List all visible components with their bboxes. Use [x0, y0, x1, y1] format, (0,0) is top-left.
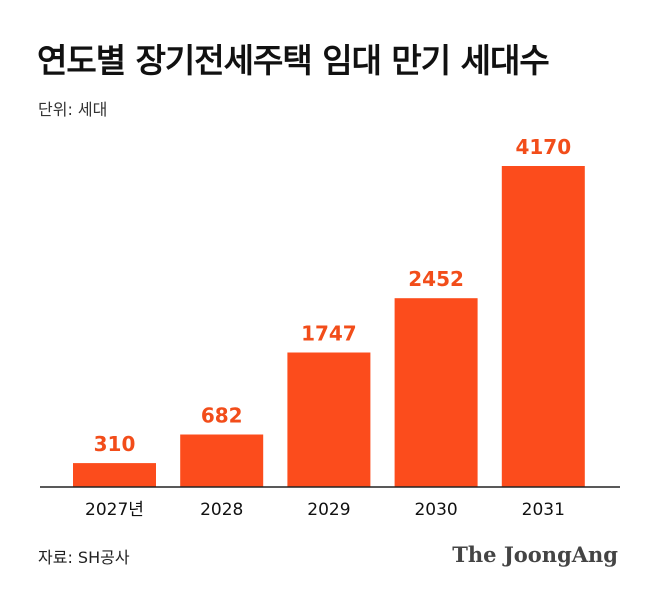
- source-note: 자료: SH공사: [38, 548, 130, 567]
- bar-4: [501, 166, 585, 487]
- bar-0: [73, 463, 156, 487]
- x-tick-label-1: 2028: [200, 500, 243, 520]
- chart-title: 연도별 장기전세주택 임대 만기 세대수: [37, 41, 550, 80]
- brand-logo: The JoongAng: [452, 542, 618, 567]
- x-tick-label-2: 2029: [307, 500, 350, 520]
- x-tick-label-0: 2027년: [85, 500, 144, 520]
- bar-1: [180, 434, 264, 487]
- data-label-2: 1747: [301, 322, 357, 346]
- x-tick-label-3: 2030: [414, 500, 457, 520]
- unit-label: 단위: 세대: [38, 100, 108, 119]
- x-tick-label-4: 2031: [522, 500, 565, 520]
- data-label-1: 682: [201, 404, 243, 428]
- data-label-0: 310: [94, 432, 136, 456]
- data-label-4: 4170: [515, 135, 571, 159]
- bar-3: [394, 298, 478, 487]
- bar-2: [287, 352, 371, 487]
- data-label-3: 2452: [408, 267, 464, 291]
